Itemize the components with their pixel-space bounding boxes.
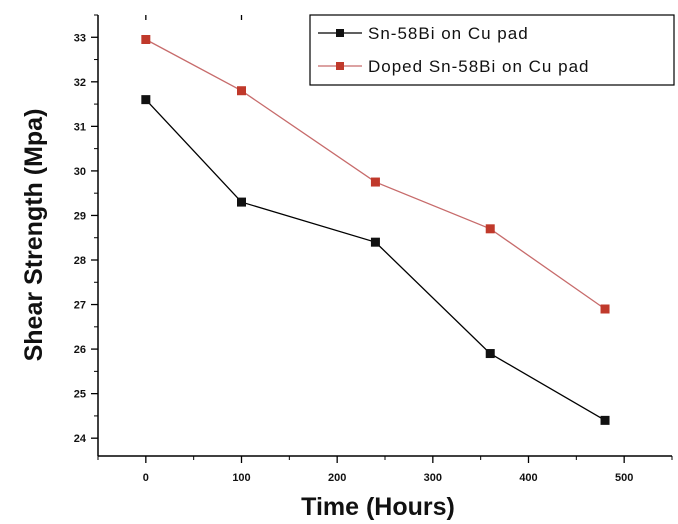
y-tick-label: 26 bbox=[74, 344, 86, 356]
data-point bbox=[370, 177, 380, 187]
y-tick-label: 31 bbox=[74, 121, 86, 133]
legend: Sn-58Bi on Cu pad Doped Sn-58Bi on Cu pa… bbox=[309, 14, 675, 86]
y-tick-label: 27 bbox=[74, 300, 86, 312]
y-tick-label: 33 bbox=[74, 32, 86, 44]
series-line-0 bbox=[145, 99, 606, 421]
y-axis-title: Shear Strength (Mpa) bbox=[20, 109, 48, 362]
y-tick-label: 32 bbox=[74, 77, 86, 89]
data-point bbox=[485, 224, 495, 234]
ticks: 0 100 200 300 400 500 24 25 26 27 28 29 30 31 32 33 bbox=[74, 14, 673, 484]
data-point bbox=[237, 86, 246, 96]
data-point bbox=[141, 35, 151, 44]
y-tick-label: 28 bbox=[74, 255, 86, 267]
data-point bbox=[237, 197, 246, 207]
y-tick-label: 25 bbox=[74, 389, 86, 401]
x-tick-label: 200 bbox=[328, 472, 346, 484]
data-point bbox=[370, 237, 380, 247]
series-layer bbox=[141, 35, 610, 425]
data-point bbox=[141, 95, 151, 105]
legend-marker-sn58bi bbox=[336, 29, 344, 37]
y-tick-label: 30 bbox=[74, 166, 86, 178]
x-axis-title: Time (Hours) bbox=[301, 493, 455, 521]
data-point bbox=[485, 349, 495, 359]
data-point bbox=[600, 415, 610, 425]
x-tick-label: 400 bbox=[519, 472, 537, 484]
x-tick-label: 300 bbox=[424, 472, 442, 484]
x-tick-label: 100 bbox=[232, 472, 250, 484]
legend-label-doped: Doped Sn-58Bi on Cu pad bbox=[368, 57, 589, 76]
y-tick-label: 29 bbox=[74, 210, 86, 222]
legend-marker-doped bbox=[336, 62, 344, 70]
x-tick-label: 0 bbox=[143, 472, 149, 484]
legend-label-sn58bi: Sn-58Bi on Cu pad bbox=[368, 24, 529, 43]
y-tick-label: 24 bbox=[74, 433, 87, 445]
legend-box bbox=[309, 14, 675, 86]
x-tick-label: 500 bbox=[615, 472, 633, 484]
data-point bbox=[600, 304, 610, 314]
